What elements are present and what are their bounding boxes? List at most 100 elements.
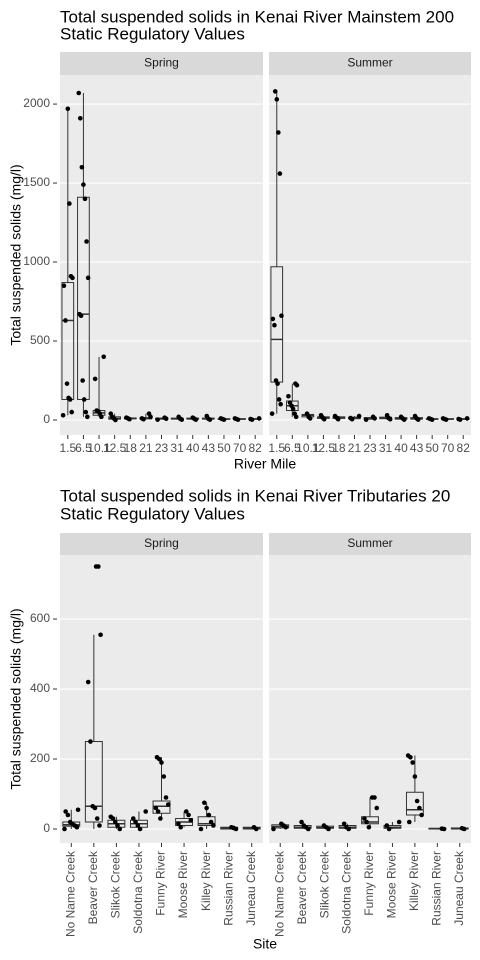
point [63, 318, 68, 323]
point [396, 819, 402, 825]
point [456, 416, 461, 422]
point [363, 417, 369, 422]
y-tick-label: 0 [43, 821, 50, 835]
x-tick-label: Juneau Creek [452, 850, 466, 926]
point [188, 817, 194, 823]
point [60, 412, 66, 418]
point [269, 411, 275, 416]
point [133, 819, 138, 825]
point [362, 816, 367, 821]
point [414, 798, 420, 804]
y-tick-label: 500 [30, 333, 50, 347]
point [176, 414, 181, 420]
x-tick-label: 10.1 [296, 441, 320, 455]
point [286, 393, 291, 399]
x-tick-label: 50 [425, 441, 439, 455]
point [332, 413, 338, 419]
point [384, 412, 390, 418]
facet-label: Summer [347, 56, 392, 70]
point [406, 819, 412, 825]
x-tick-label: Killey River [199, 851, 213, 911]
x-tick-label: Beaver Creek [295, 850, 309, 924]
point [64, 381, 70, 386]
point [139, 416, 145, 421]
x-tick-label: 1.5 [268, 441, 285, 455]
point [410, 760, 415, 765]
point [198, 826, 204, 832]
chart-subtitle: Static Regulatory Values [60, 24, 245, 43]
y-axis-label: Total suspended solids (mg/l) [8, 164, 24, 345]
point [232, 416, 238, 421]
point [278, 401, 283, 407]
point [287, 400, 293, 405]
point [137, 826, 143, 832]
point [292, 411, 297, 416]
point [369, 795, 375, 800]
x-tick-label: 23 [363, 441, 377, 455]
point [101, 354, 107, 360]
point [84, 239, 89, 244]
point [94, 408, 99, 413]
point [248, 416, 253, 422]
x-tick-label: No Name Creek [63, 850, 77, 937]
chart-subtitle: Static Regulatory Values [60, 504, 245, 523]
x-tick-label: 82 [249, 441, 263, 455]
point [163, 795, 169, 800]
point [459, 826, 465, 831]
x-tick-label: Soldotna Creek [340, 850, 354, 934]
point [61, 283, 67, 289]
x-tick-label: Funny River [362, 851, 376, 916]
facet-label: Summer [347, 536, 392, 550]
point [98, 632, 103, 638]
box [405, 791, 424, 816]
point [344, 824, 349, 830]
point [88, 739, 93, 744]
x-tick-label: Moose River [385, 851, 399, 918]
point [85, 679, 91, 685]
x-tick-label: 50 [217, 441, 231, 455]
x-tick-label: 18 [332, 441, 346, 455]
chart-title: Total suspended solids in Kenai River Tr… [60, 486, 450, 505]
point [405, 753, 411, 758]
box [197, 816, 216, 827]
point [77, 311, 82, 317]
x-tick-label: 31 [379, 441, 393, 455]
x-tick-label: Slikok Creek [109, 850, 123, 918]
point [206, 812, 212, 818]
point [274, 97, 280, 102]
point [90, 803, 96, 809]
x-tick-label: Funny River [154, 851, 168, 916]
point [321, 823, 327, 828]
point [82, 196, 88, 202]
point [159, 760, 164, 765]
point [398, 414, 404, 420]
box [152, 800, 171, 814]
point [256, 416, 262, 421]
point [270, 316, 276, 322]
point [143, 809, 149, 814]
point [67, 819, 73, 825]
point [412, 413, 418, 419]
point [154, 754, 160, 760]
point [78, 115, 83, 121]
point [439, 826, 445, 831]
y-tick-label: 0 [43, 412, 50, 426]
x-tick-label: 10.1 [87, 441, 111, 455]
point [218, 416, 224, 421]
x-tick-label: Russian River [221, 851, 235, 926]
point [184, 809, 189, 814]
panel [269, 75, 471, 435]
x-tick-label: 12.5 [103, 441, 127, 455]
point [108, 411, 114, 416]
y-axis-label: Total suspended solids (mg/l) [8, 608, 24, 789]
y-tick-label: 400 [30, 681, 50, 695]
y-tick-label: 200 [30, 751, 50, 765]
point [67, 201, 72, 206]
point [117, 826, 123, 832]
point [204, 413, 210, 419]
facet-strip [60, 533, 263, 555]
point [178, 824, 183, 830]
x-tick-label: Russian River [430, 851, 444, 926]
point [299, 819, 304, 825]
point [83, 409, 89, 415]
